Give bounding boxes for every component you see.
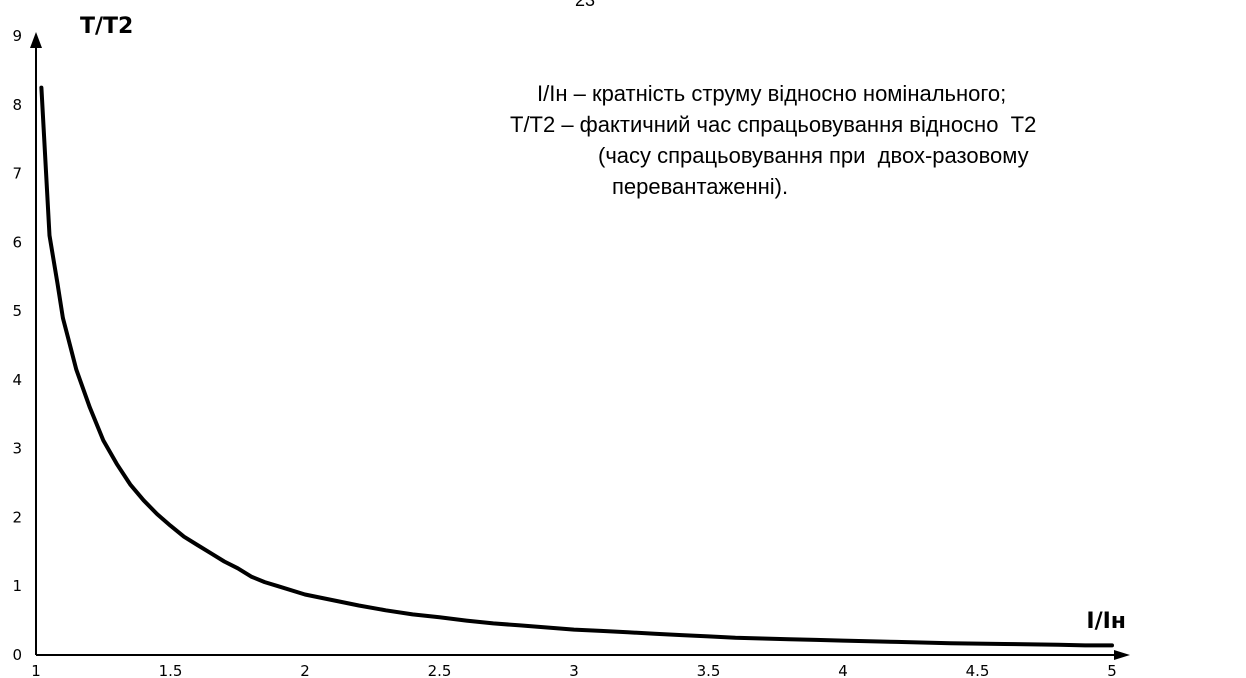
y-axis-title: Т/Т2 (80, 14, 133, 39)
note-line-1: I/Iн – кратність струму відносно номінал… (537, 81, 1007, 106)
note-line-3: (часу спрацьовування при двох-разовому (598, 143, 1029, 168)
x-tick-label: 4.5 (966, 662, 990, 678)
note-line-2: Т/Т2 – фактичний час спрацьовування відн… (510, 112, 1037, 137)
y-tick-label: 9 (12, 27, 22, 45)
y-tick-label: 6 (12, 233, 22, 251)
x-tick-label: 3 (569, 662, 579, 678)
x-tick-labels: 1 1.5 2 2.5 3 3.5 4 4.5 5 (31, 662, 1117, 678)
x-tick-label: 2.5 (428, 662, 452, 678)
y-tick-label: 4 (12, 371, 22, 389)
x-axis-title: I/Iн (1086, 609, 1126, 634)
x-tick-label: 1.5 (159, 662, 183, 678)
y-tick-label: 1 (12, 577, 22, 595)
y-tick-label: 5 (12, 302, 22, 320)
y-tick-label: 2 (12, 508, 22, 526)
x-tick-label: 1 (31, 662, 41, 678)
axes (30, 32, 1130, 660)
page-number: 23 (575, 0, 595, 10)
y-tick-label: 0 (12, 646, 22, 664)
x-tick-label: 4 (838, 662, 848, 678)
y-tick-label: 3 (12, 440, 22, 458)
y-tick-label: 8 (12, 96, 22, 114)
note-line-4: перевантаженні). (612, 174, 789, 199)
y-tick-label: 7 (12, 165, 22, 183)
y-axis-arrow (30, 32, 42, 48)
x-tick-label: 2 (300, 662, 310, 678)
y-tick-labels: 0 1 2 3 4 5 6 7 8 9 (12, 27, 22, 664)
legend-notes: I/Iн – кратність струму відносно номінал… (500, 78, 1240, 202)
x-tick-label: 5 (1107, 662, 1117, 678)
series-group (39, 85, 1114, 648)
x-tick-label: 3.5 (697, 662, 721, 678)
series-line (39, 85, 1114, 648)
x-axis-arrow (1114, 650, 1130, 660)
